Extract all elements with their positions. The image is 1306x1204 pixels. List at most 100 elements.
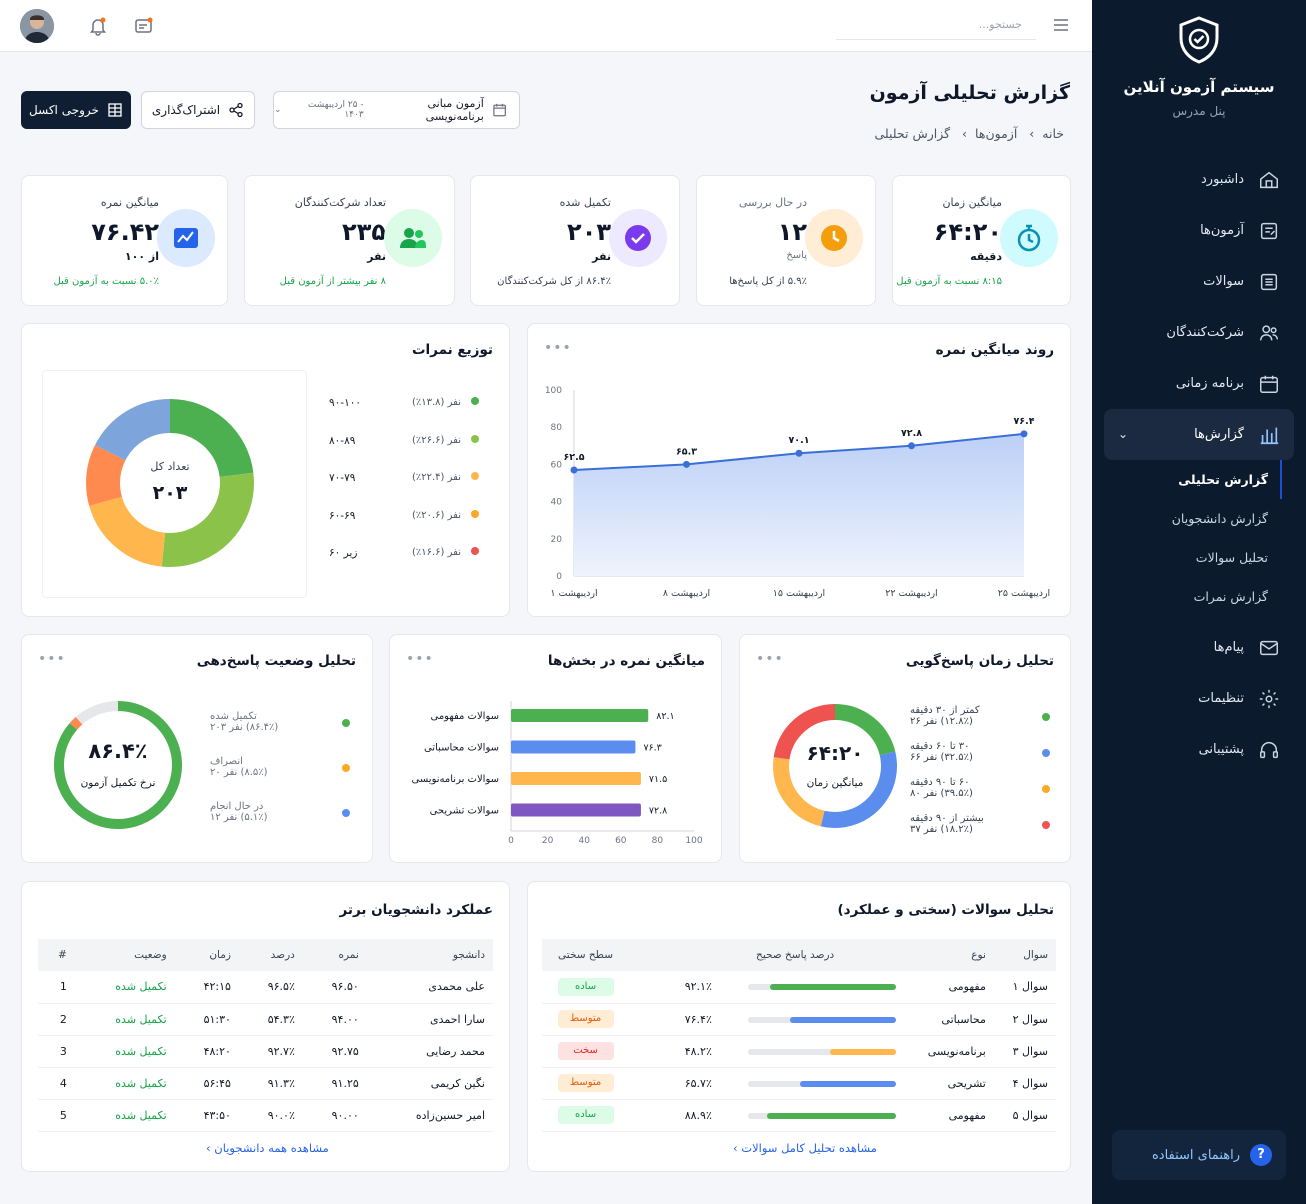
view-full-analysis-link[interactable]: مشاهده تحلیل کامل سوالات › [733, 1141, 877, 1155]
difficulty-cell: ساده [542, 1099, 630, 1132]
table-cell: ۵۶:۴۵ [174, 1067, 239, 1100]
x-tick-label: 100 [685, 836, 702, 846]
share-label: اشتراک‌گذاری [151, 103, 221, 117]
more-options-icon[interactable]: ••• [544, 340, 572, 356]
difficulty-cell: متوسط [542, 1003, 630, 1036]
help-button[interactable]: راهنمای استفاده? [1112, 1130, 1286, 1180]
table-cell: 4 [38, 1067, 75, 1100]
x-tick-label: ۱ اردیبهشت [550, 588, 597, 599]
view-all-students-link[interactable]: مشاهده همه دانشجویان › [206, 1141, 329, 1155]
table-row[interactable]: نگین کریمی ۹۱.۲۵ ۹۱.۳٪ ۵۶:۴۵ تکمیل شده 4 [38, 1067, 493, 1100]
data-label: ۷۱.۵ [649, 774, 667, 785]
mail-icon [1260, 640, 1278, 655]
link-label: مشاهده همه دانشجویان [214, 1141, 329, 1155]
legend-item: ۳۰ تا ۶۰ دقیقه (۳۲.۵٪) نفر ۶۶ [910, 741, 1050, 763]
more-options-icon[interactable]: ••• [756, 651, 784, 667]
table-row[interactable]: امیر حسین‌زاده ۹۰.۰۰ ۹۰.۰٪ ۴۳:۵۰ تکمیل شده 5 [38, 1099, 493, 1132]
sidebar-item-dashboard[interactable]: داشبورد [1092, 154, 1306, 205]
table-cell: ۹۲.۷۵ [302, 1035, 367, 1068]
response-time-value: ۶۴:۲۰ [806, 741, 864, 765]
table-row[interactable]: سوال ۱ مفهومی ۹۲.۱٪ ساده [542, 971, 1056, 1004]
column-header: دانشجو [366, 939, 493, 971]
breadcrumb-home[interactable]: خانه [1042, 126, 1064, 141]
exam-icon [1260, 222, 1278, 239]
legend-range: ۷۰-۷۹ [329, 472, 356, 484]
exam-select[interactable]: آزمون مبانی برنامه‌نویسی - ۲۵ اردیبهشت ۱… [273, 91, 520, 129]
sidebar-item-messages[interactable]: پیام‌ها [1092, 622, 1306, 673]
table-row[interactable]: سارا احمدی ۹۴.۰۰ ۵۴.۳٪ ۵۱:۳۰ تکمیل شده 2 [38, 1003, 493, 1036]
breadcrumb-exams[interactable]: آزمون‌ها [975, 126, 1018, 141]
table-row[interactable]: سوال ۳ برنامه‌نویسی ۴۸.۲٪ سخت [542, 1035, 1056, 1068]
data-point [570, 466, 578, 474]
card-title: میانگین نمره در بخش‌ها [547, 653, 705, 669]
users-icon [1260, 324, 1278, 340]
x-tick-label: ۲۲ اردیبهشت [885, 588, 937, 599]
submenu-students-report[interactable]: گزارش دانشجویان [1171, 511, 1268, 526]
brand: سیستم آزمون آنلاین پنل مدرس [1092, 0, 1306, 118]
column-header: سطح سختی [542, 939, 630, 971]
sidebar-item-settings[interactable]: تنظیمات [1092, 673, 1306, 724]
legend-item: کمتر از ۳۰ دقیقه (۱۲.۸٪) نفر ۲۶ [910, 705, 1050, 727]
submenu-grades-report[interactable]: گزارش نمرات [1193, 589, 1268, 604]
legend-count: نفر (۲۰.۶٪) [411, 509, 461, 521]
stat-card-under-review: در حال بررسی ۱۲ پاسخ ۵.۹٪ از کل پاسخ‌ها [696, 175, 876, 306]
progress-fill [767, 1112, 897, 1119]
submenu-questions-analysis[interactable]: تحلیل سوالات [1195, 550, 1268, 565]
avatar[interactable] [20, 9, 54, 43]
sidebar-item-reports[interactable]: ⌄ گزارش‌ها [1104, 409, 1294, 460]
table-cell: 5 [38, 1099, 75, 1132]
status-badge: تکمیل شده [74, 1035, 175, 1068]
sidebar-item-exams[interactable]: آزمون‌ها [1092, 205, 1306, 256]
topbar: جستجو... [0, 0, 1092, 52]
data-label: ۷۲.۸ [649, 806, 667, 817]
table-cell: ۹۰.۰٪ [238, 1099, 303, 1132]
table-cell: ۵۱:۳۰ [174, 1003, 239, 1036]
section-scores-card: میانگین نمره در بخش‌ها ••• 0 20 40 60 80 100 س… [389, 634, 722, 863]
legend-dot [471, 547, 479, 555]
ring-completed [54, 701, 182, 829]
table-row[interactable]: محمد رضایی ۹۲.۷۵ ۹۲.۷٪ ۴۸:۲۰ تکمیل شده 3 [38, 1035, 493, 1068]
correct-rate-cell: ۹۲.۱٪ [629, 971, 905, 1004]
legend-count: نفر (۱۶.۶٪) [411, 547, 461, 558]
spreadsheet-icon [108, 103, 122, 117]
grade-donut [86, 399, 254, 567]
table-row[interactable]: سوال ۵ مفهومی ۸۸.۹٪ ساده [542, 1099, 1056, 1132]
status-badge: تکمیل شده [74, 971, 175, 1004]
menu-icon[interactable] [1052, 16, 1070, 34]
sidebar-item-support[interactable]: پشتیبانی [1092, 724, 1306, 775]
export-excel-button[interactable]: خروجی اکسل [21, 91, 131, 129]
stat-value: ۷۶.۴۲ [91, 218, 159, 246]
legend-detail: (۳۹.۵٪) نفر ۸۰ [910, 788, 973, 799]
progress-bar [748, 1016, 897, 1023]
more-options-icon[interactable]: ••• [406, 651, 434, 667]
legend-name: کمتر از ۳۰ دقیقه [910, 705, 980, 716]
search-input[interactable]: جستجو... [836, 12, 1036, 40]
table-cell: 3 [38, 1035, 75, 1068]
data-point [1020, 430, 1028, 438]
sidebar-item-questions[interactable]: سوالات [1092, 256, 1306, 307]
message-icon[interactable] [134, 16, 154, 36]
table-cell: ۹۱.۲۵ [302, 1067, 367, 1100]
donut-center-label: تعداد کل [150, 460, 190, 473]
table-row[interactable]: سوال ۴ تشریحی ۶۵.۷٪ متوسط [542, 1067, 1056, 1100]
table-row[interactable]: علی محمدی ۹۶.۵۰ ۹۶.۵٪ ۴۲:۱۵ تکمیل شده 1 [38, 971, 493, 1004]
bell-icon[interactable] [88, 16, 108, 36]
home-icon [1260, 171, 1278, 188]
legend-item: نفر (۲۰.۶٪) ۶۰-۶۹ [329, 509, 479, 522]
column-header: درصد [238, 939, 303, 971]
status-badge: تکمیل شده [74, 1067, 175, 1100]
submenu-analytic-report[interactable]: گزارش تحلیلی [1092, 460, 1282, 499]
stat-unit: از ۱۰۰ [124, 250, 159, 263]
sidebar-item-schedule[interactable]: برنامه زمانی [1092, 358, 1306, 409]
more-options-icon[interactable]: ••• [38, 651, 66, 667]
table-row[interactable]: سوال ۲ محاسباتی ۷۶.۴٪ متوسط [542, 1003, 1056, 1036]
correct-rate-cell: ۷۶.۴٪ [629, 1003, 905, 1036]
sidebar-item-participants[interactable]: شرکت‌کنندگان [1092, 307, 1306, 358]
stat-card-participants: تعداد شرکت‌کنندگان ۲۳۵ نفر ۸ نفر بیشتر ا… [244, 175, 455, 306]
correct-rate-cell: ۸۸.۹٪ [629, 1099, 905, 1132]
card-title: عملکرد دانشجویان برتر [339, 902, 493, 918]
calendar-icon [493, 103, 506, 117]
stat-foot: ۵.۹٪ از کل پاسخ‌ها [729, 276, 807, 287]
share-button[interactable]: اشتراک‌گذاری [141, 91, 255, 129]
stat-card-avg-score: میانگین نمره ۷۶.۴۲ از ۱۰۰ ۵.۰٪ نسبت به آ… [21, 175, 228, 306]
